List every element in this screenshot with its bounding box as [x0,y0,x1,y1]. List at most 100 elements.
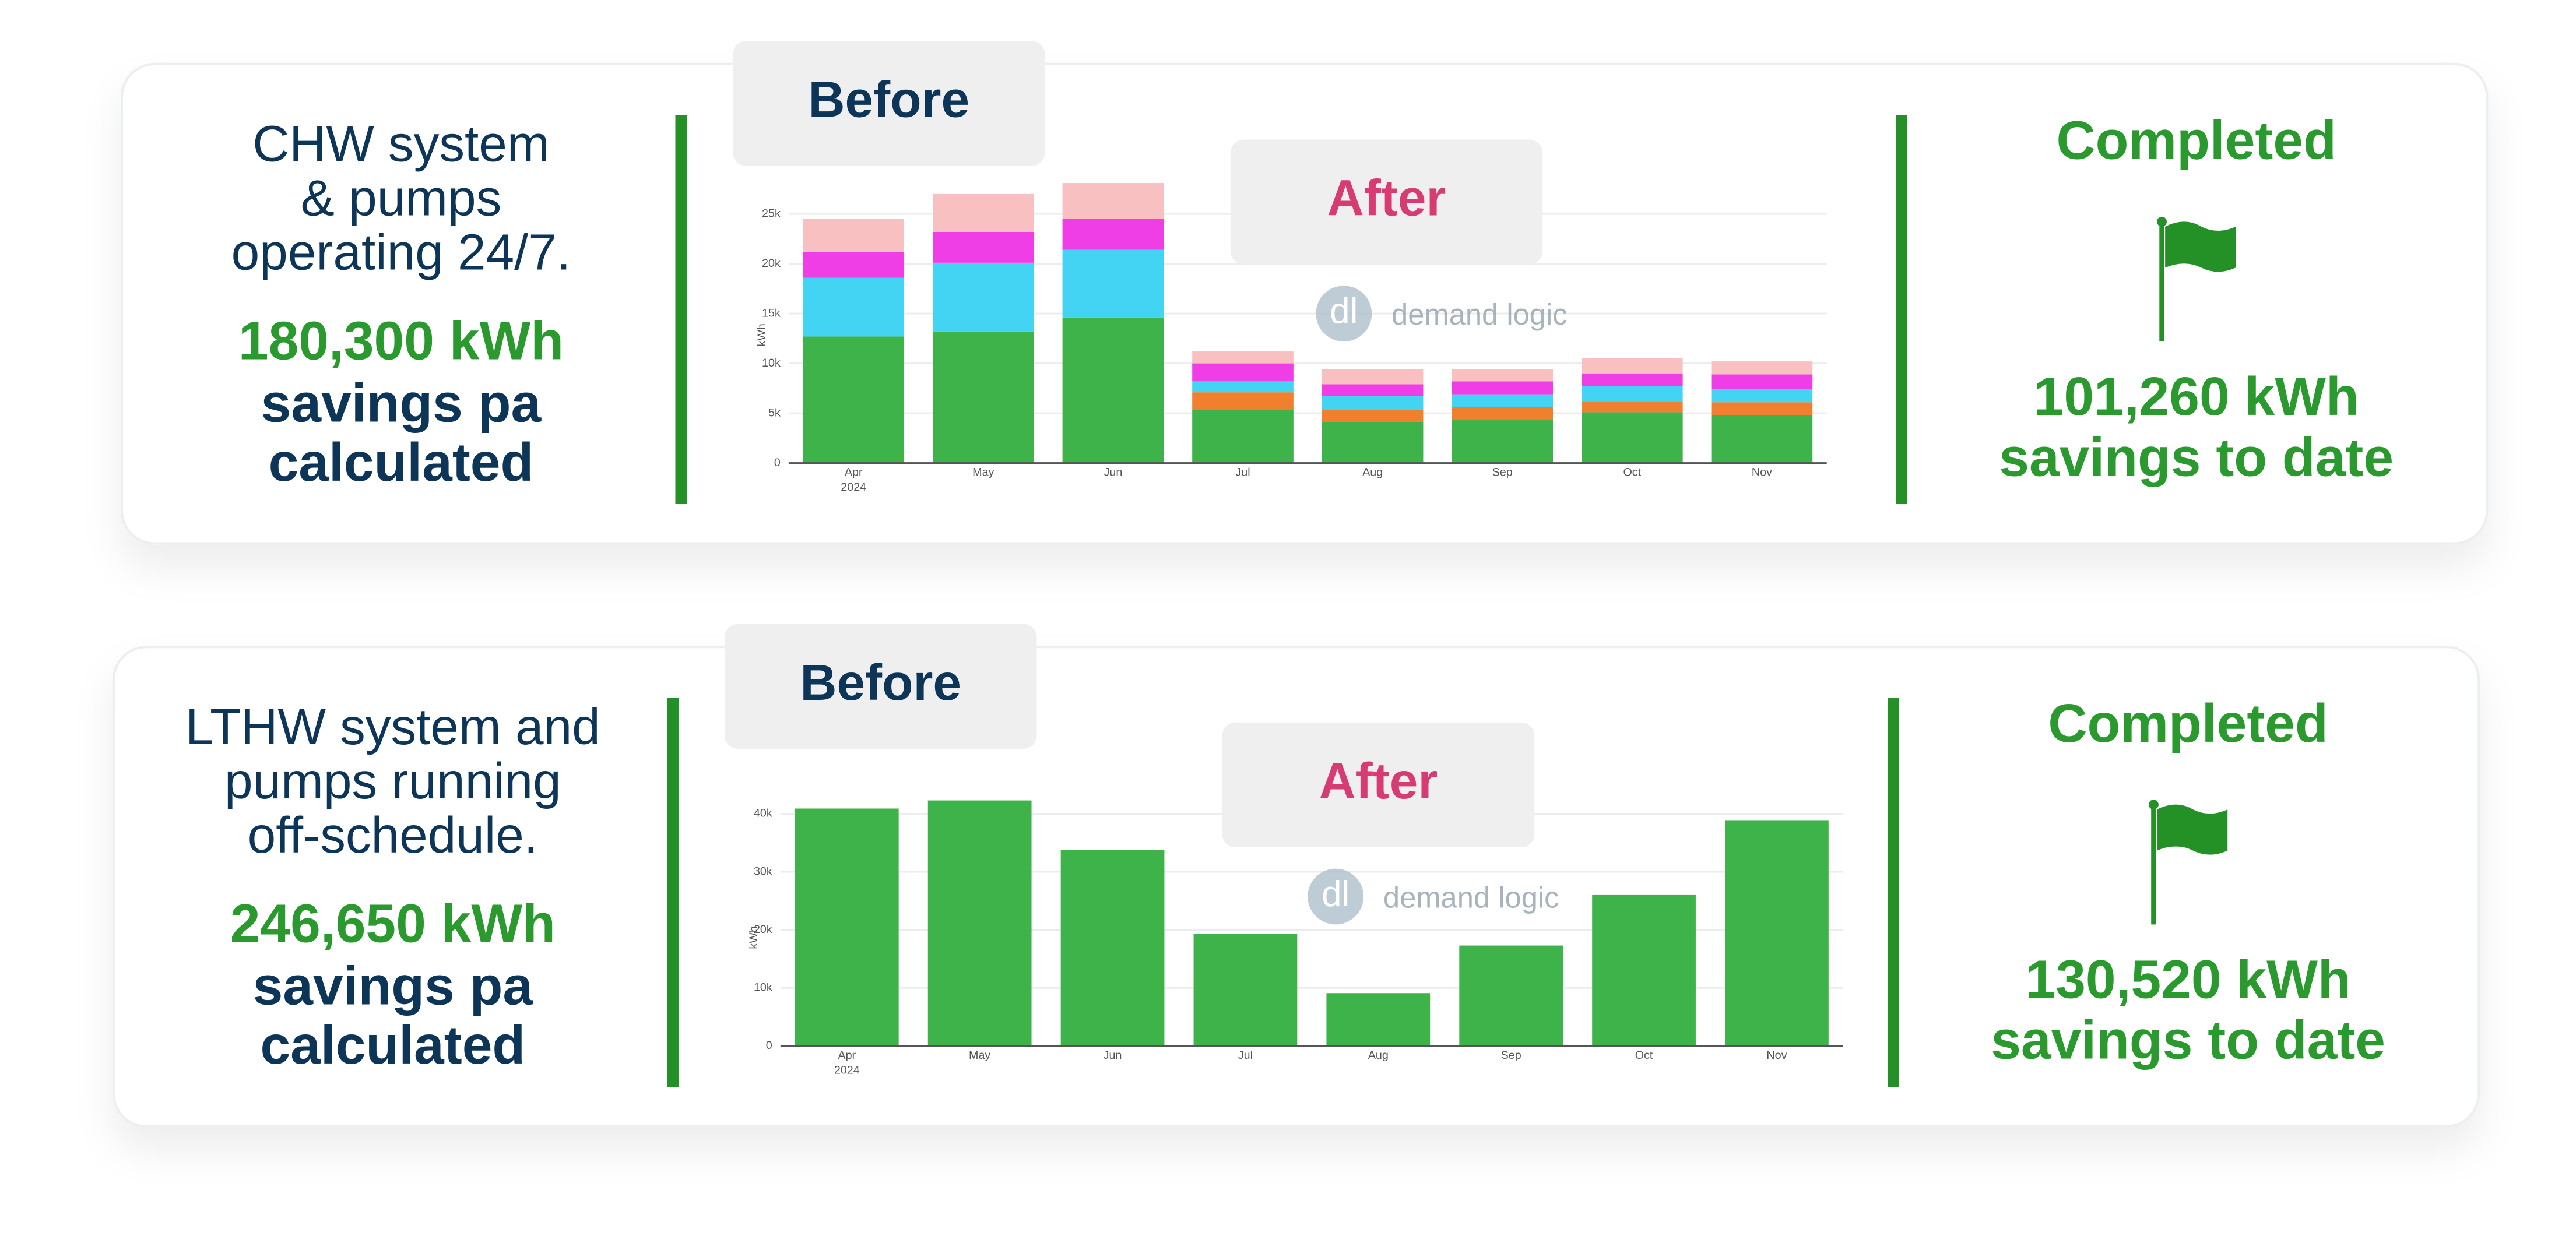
y-tick-label: 40k [754,807,772,820]
before-box [733,41,1045,166]
logo: dl [1330,291,1358,332]
y-tick-label: 30k [754,865,772,878]
y-axis-label: kWh [755,323,768,346]
x-tick-label: Jun [1104,466,1123,479]
after-box [1222,722,1535,847]
y-tick-label: 20k [754,923,772,936]
x-tick-label: Aug [1362,466,1383,479]
bar-segment [1322,396,1424,410]
bar [1459,945,1563,1046]
bar-segment [933,262,1034,332]
y-tick-label: 0 [766,1039,772,1052]
bar-segment [1452,369,1554,382]
logo-circle [1316,286,1372,342]
bar-segment [1452,407,1554,420]
bar [1725,820,1829,1046]
bar [1060,850,1165,1046]
description-line: & pumps [301,170,502,227]
savings-value: 180,300 kWh [238,310,564,371]
savings-text: calculated [260,1015,525,1075]
y-tick-label: 15k [762,307,781,319]
description-line: pumps running [224,752,561,809]
bar-segment [1452,394,1554,407]
bar-segment [803,277,905,337]
bar-segment [1322,422,1424,463]
bar-segment [1581,401,1683,413]
bar [1193,934,1298,1046]
bar-segment [1062,183,1164,219]
bar-segment [1192,381,1294,393]
x-year-label: 2024 [841,481,866,494]
description-line: CHW system [252,115,549,172]
status: Completed [2057,110,2336,171]
bar-segment [1711,415,1813,463]
x-tick-label: Jul [1235,466,1250,479]
logo: dl [1322,874,1349,914]
divider [1896,115,1907,505]
bar-segment [1711,402,1813,415]
x-tick-label: Apr [845,466,863,479]
bar-segment [933,193,1034,232]
x-tick-label: Nov [1752,466,1772,479]
x-tick-label: May [969,1049,990,1062]
bar-segment [1192,363,1294,382]
description-line: LTHW system and [185,698,600,755]
bar-segment [1452,381,1554,395]
bar-segment [1192,392,1294,410]
description-line: operating 24/7. [231,224,571,281]
after-label: After [1319,752,1438,809]
bar-segment [1322,369,1424,385]
to-date-value: 130,520 kWh [2026,949,2351,1009]
flag-top [2148,800,2159,810]
bar-segment [1581,386,1683,402]
y-tick-label: 10k [762,357,781,369]
bar-segment [933,331,1034,463]
after-label: After [1327,170,1446,227]
status: Completed [2048,693,2328,753]
bar-segment [803,219,905,252]
x-tick-label: Sep [1492,466,1513,479]
x-tick-label: May [972,466,994,479]
bar-segment [1062,219,1164,250]
before-label: Before [800,654,961,711]
flag-top [2157,216,2167,227]
savings-text: savings pa [253,956,534,1016]
x-tick-label: Jul [1238,1049,1253,1062]
bar-segment [803,252,905,278]
bar-segment [1192,351,1294,364]
bar-segment [1192,409,1294,463]
divider [675,115,687,505]
flag [2165,221,2236,272]
x-tick-label: Aug [1368,1049,1389,1062]
bar [927,800,1032,1046]
x-tick-label: Oct [1623,466,1641,479]
x-tick-label: Jun [1104,1049,1122,1062]
to-date-value: 101,260 kWh [2034,366,2359,427]
savings-value: 246,650 kWh [230,893,556,954]
bar-segment [1581,358,1683,374]
y-tick-label: 20k [762,257,781,270]
bar-segment [1581,412,1683,463]
y-axis-label: kWh [747,926,760,949]
x-tick-label: Nov [1766,1049,1787,1062]
logo-circle [1308,868,1364,925]
x-tick-label: Oct [1635,1049,1653,1062]
bar-segment [1711,361,1813,375]
bar-segment [1711,389,1813,403]
divider [1887,698,1899,1087]
bar-segment [1322,384,1424,397]
after-box [1230,139,1543,265]
before-box [725,624,1037,749]
y-tick-label: 5k [768,406,781,419]
y-tick-label: 10k [754,981,772,994]
description-line: off-schedule. [248,807,538,864]
bar-segment [1452,419,1554,463]
y-tick-label: 25k [762,207,781,220]
bar-segment [1062,317,1164,463]
y-tick-label: 0 [774,456,781,469]
savings-text: savings pa [261,372,542,433]
to-date-text: savings to date [1999,427,2394,487]
